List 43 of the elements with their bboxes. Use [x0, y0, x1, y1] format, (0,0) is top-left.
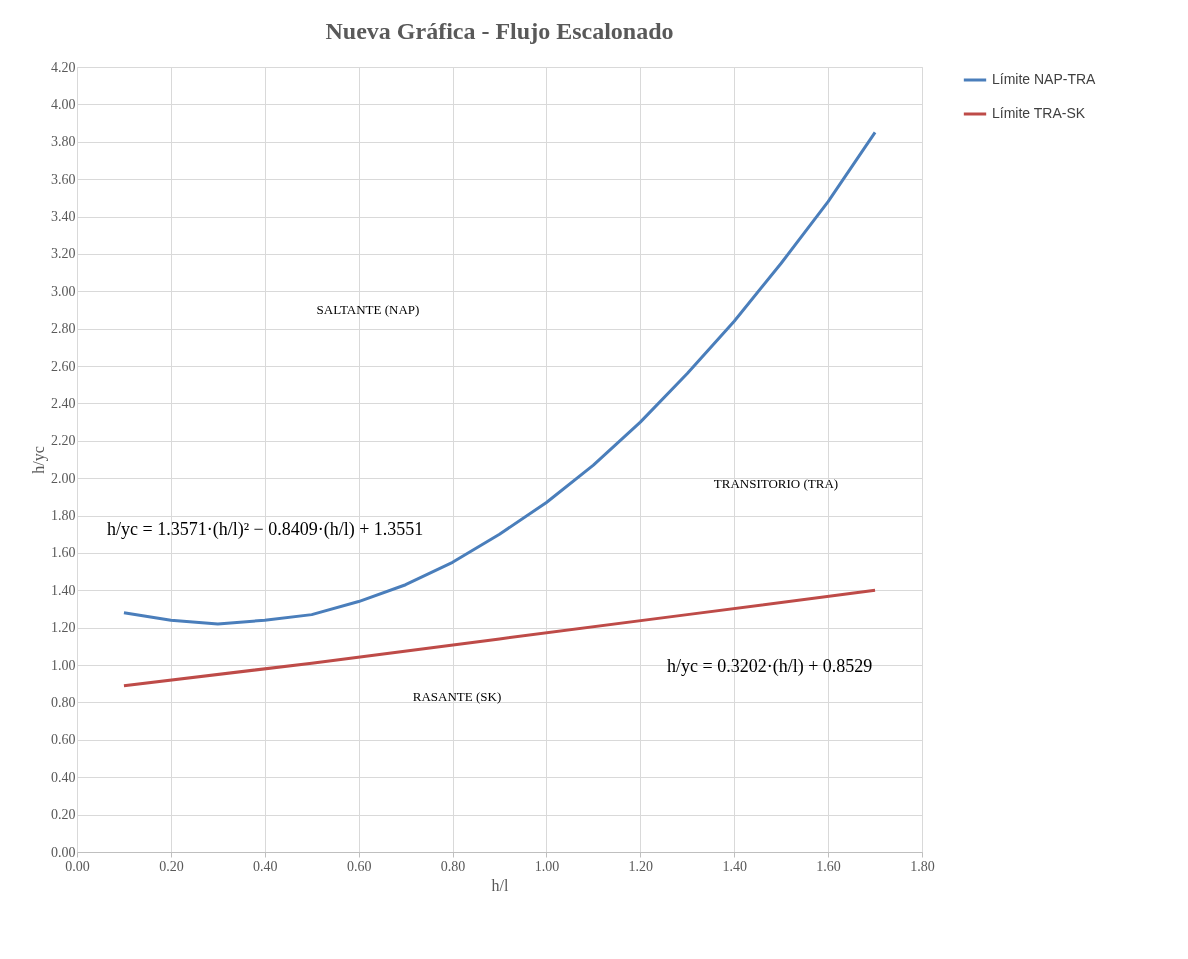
- y-tick-label: 3.40: [51, 209, 76, 225]
- y-tick-label: 1.60: [51, 545, 76, 561]
- annotation: h/yc = 0.3202·(h/l) + 0.8529: [667, 656, 873, 677]
- y-tick-label: 3.20: [51, 246, 76, 262]
- x-tick-label: 1.20: [628, 858, 654, 874]
- annotation: h/yc = 1.3571·(h/l)² − 0.8409·(h/l) + 1.3551: [107, 519, 424, 540]
- x-tick-label: 1.00: [534, 858, 560, 874]
- x-tick-label: 1.60: [816, 858, 841, 874]
- y-tick-label: 4.00: [51, 96, 76, 112]
- x-tick-label: 1.40: [722, 858, 747, 874]
- y-tick-label: 0.20: [51, 807, 76, 823]
- y-tick-label: 1.20: [51, 620, 76, 636]
- annotation: TRANSITORIO (TRA): [713, 476, 839, 491]
- legend-label: Límite NAP-TRA: [992, 71, 1097, 87]
- y-tick-label: 0.00: [51, 844, 76, 860]
- annotation: RASANTE (SK): [412, 689, 502, 704]
- y-tick-label: 0.40: [51, 769, 76, 785]
- y-tick-label: 1.80: [51, 508, 76, 524]
- line-series: [122, 588, 877, 688]
- y-tick-label: 2.20: [51, 433, 76, 449]
- x-tick-label: 0.40: [253, 858, 278, 874]
- legend-label: Límite TRA-SK: [992, 105, 1086, 121]
- x-tick-label: 0.60: [346, 858, 372, 874]
- y-tick-label: 3.60: [51, 171, 76, 187]
- y-tick-label: 1.00: [51, 657, 76, 673]
- y-axis-title: h/yc: [30, 446, 48, 474]
- y-tick-label: 0.80: [51, 694, 76, 710]
- annotation: SALTANTE (NAP): [316, 302, 420, 317]
- y-tick-label: 1.40: [51, 582, 76, 598]
- y-tick-label: 2.60: [51, 358, 76, 374]
- y-tick-label: 3.80: [51, 134, 76, 150]
- x-tick-label: 0.20: [159, 858, 184, 874]
- y-tick-label: 2.80: [51, 321, 76, 337]
- x-axis-title: h/l: [491, 876, 509, 894]
- y-tick-label: 4.20: [51, 59, 76, 75]
- y-tick-label: 2.00: [51, 470, 76, 486]
- y-tick-label: 2.40: [51, 395, 76, 411]
- y-tick-label: 3.00: [51, 283, 76, 299]
- x-tick-label: 0.00: [65, 858, 90, 874]
- y-tick-label: 0.60: [51, 732, 76, 748]
- chart-title: Nueva Gráfica - Flujo Escalonado: [325, 18, 674, 44]
- x-tick-label: 1.80: [910, 858, 935, 874]
- x-tick-label: 0.80: [440, 858, 466, 874]
